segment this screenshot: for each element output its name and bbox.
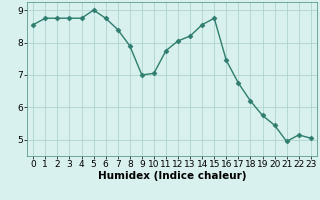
X-axis label: Humidex (Indice chaleur): Humidex (Indice chaleur) — [98, 171, 246, 181]
